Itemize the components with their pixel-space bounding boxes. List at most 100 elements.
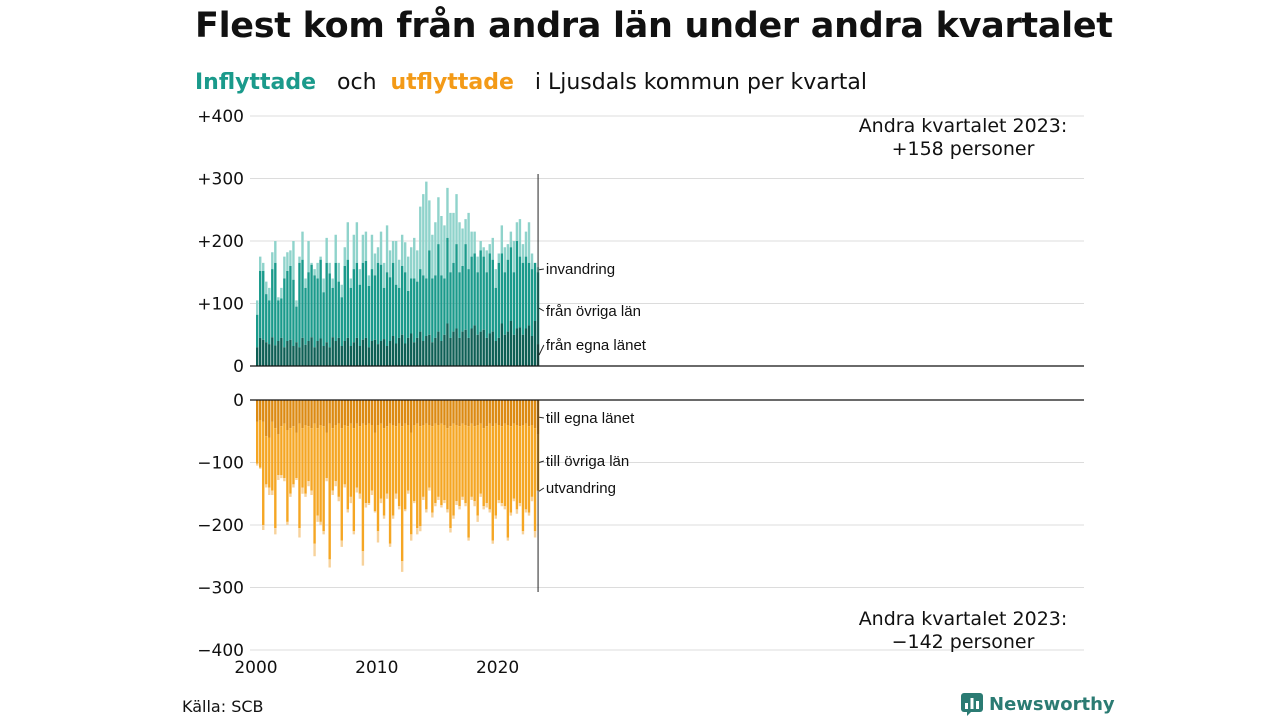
bar-inflow-immigration — [313, 269, 316, 276]
bar-inflow-own-county — [443, 334, 446, 366]
bar-inflow-other-county — [271, 269, 274, 338]
bar-outflow-other-county — [410, 432, 413, 535]
bar-outflow-emigration — [289, 493, 292, 497]
bar-outflow-other-county — [295, 432, 298, 479]
bar-outflow-other-county — [488, 423, 491, 510]
bar-outflow-other-county — [403, 423, 407, 510]
bar-outflow-other-county — [394, 426, 398, 494]
bar-outflow-other-county — [262, 421, 265, 525]
bar-outflow-own-county — [346, 400, 349, 427]
bar-inflow-other-county — [346, 259, 349, 338]
bar-outflow-own-county — [485, 400, 488, 427]
bar-inflow-own-county — [385, 346, 389, 366]
bar-inflow-other-county — [437, 244, 440, 332]
bar-outflow-other-county — [316, 428, 319, 516]
bar-outflow-own-county — [316, 400, 319, 429]
bar-inflow-own-county — [274, 345, 277, 366]
bar-inflow-other-county — [473, 253, 476, 326]
bar-inflow-immigration — [316, 262, 319, 279]
bar-inflow-immigration — [422, 194, 425, 276]
bar-outflow-other-county — [277, 434, 280, 475]
bar-outflow-other-county — [292, 426, 295, 485]
bar-inflow-immigration — [325, 237, 328, 263]
bar-inflow-other-county — [413, 278, 416, 343]
bar-inflow-other-county — [464, 244, 467, 330]
bar-outflow-emigration — [428, 487, 431, 491]
bar-outflow-own-county — [530, 400, 534, 425]
bar-inflow-immigration — [331, 278, 334, 288]
bar-outflow-emigration — [271, 490, 274, 495]
bar-outflow-own-county — [449, 400, 452, 427]
bar-inflow-own-county — [506, 331, 510, 366]
bar-outflow-other-county — [476, 425, 479, 516]
bar-outflow-other-county — [458, 426, 461, 507]
bar-inflow-other-county — [262, 271, 265, 340]
bar-outflow-other-county — [304, 425, 307, 494]
inflow-bars — [256, 181, 540, 366]
bar-outflow-own-county — [521, 400, 525, 425]
bar-inflow-own-county — [367, 347, 371, 366]
bar-outflow-emigration — [274, 528, 277, 535]
bar-outflow-other-county — [334, 425, 337, 482]
bar-outflow-own-county — [352, 400, 356, 429]
y-tick-label-bottom: −400 — [197, 641, 244, 661]
brand-logo[interactable]: Newsworthy — [960, 692, 1115, 716]
bar-outflow-emigration — [361, 551, 365, 566]
bar-outflow-other-county — [271, 421, 274, 491]
bar-outflow-own-county — [388, 400, 392, 424]
bar-inflow-own-county — [403, 343, 407, 366]
bar-outflow-emigration — [265, 484, 268, 488]
bar-outflow-own-county — [503, 400, 507, 424]
bar-outflow-emigration — [419, 526, 422, 532]
bar-outflow-own-county — [491, 400, 494, 427]
bar-inflow-immigration — [419, 206, 422, 270]
bar-inflow-other-county — [455, 244, 458, 329]
bar-outflow-other-county — [473, 426, 476, 502]
bar-inflow-other-county — [301, 259, 304, 338]
bar-outflow-other-county — [527, 426, 531, 513]
bar-inflow-own-county — [428, 334, 431, 366]
bar-outflow-own-county — [286, 400, 289, 430]
bar-inflow-other-county — [407, 291, 410, 338]
outflow-bars — [256, 400, 540, 572]
bar-inflow-other-county — [461, 266, 464, 332]
bar-inflow-immigration — [443, 225, 446, 279]
bar-outflow-emigration — [355, 487, 359, 493]
bar-inflow-own-county — [440, 341, 443, 366]
bar-outflow-emigration — [394, 493, 398, 499]
bar-outflow-other-county — [416, 423, 419, 529]
bar-outflow-other-county — [313, 423, 316, 544]
bar-inflow-own-county — [524, 328, 528, 366]
bar-inflow-immigration — [337, 262, 340, 282]
bar-outflow-other-county — [307, 426, 310, 482]
bar-inflow-immigration — [530, 253, 534, 270]
bar-inflow-immigration — [467, 212, 470, 270]
bar-outflow-own-county — [533, 400, 537, 429]
bar-inflow-own-county — [397, 337, 401, 366]
bar-outflow-own-county — [497, 400, 500, 425]
bar-outflow-own-county — [364, 400, 368, 425]
bar-inflow-other-county — [331, 287, 334, 338]
bar-inflow-own-county — [331, 337, 334, 366]
bar-outflow-other-county — [259, 420, 262, 468]
bar-inflow-own-county — [286, 341, 289, 366]
bar-outflow-other-county — [431, 426, 434, 513]
bar-outflow-own-county — [328, 400, 331, 424]
bar-outflow-own-county — [271, 400, 274, 422]
bar-inflow-other-county — [452, 262, 455, 332]
bar-outflow-own-county — [259, 400, 262, 420]
bar-outflow-own-county — [500, 400, 504, 427]
bar-inflow-other-county — [476, 272, 479, 335]
bar-inflow-own-county — [461, 331, 464, 366]
bar-inflow-immigration — [425, 181, 428, 279]
bar-outflow-own-county — [313, 400, 316, 424]
bar-inflow-own-county — [410, 333, 413, 366]
bar-outflow-emigration — [512, 498, 516, 502]
bar-inflow-own-county — [422, 341, 425, 366]
bar-inflow-other-county — [485, 272, 488, 338]
bar-inflow-other-county — [524, 256, 528, 329]
bar-inflow-other-county — [482, 256, 485, 330]
bar-inflow-own-county — [310, 337, 313, 366]
bar-inflow-own-county — [491, 331, 494, 366]
bar-outflow-own-county — [262, 400, 265, 422]
